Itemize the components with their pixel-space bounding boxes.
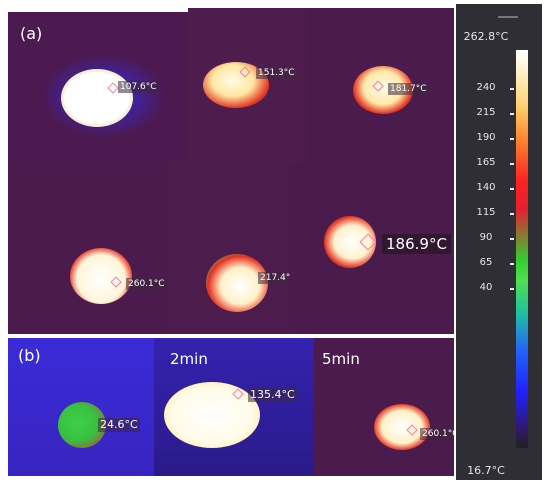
scale-tick-mark [510,88,514,90]
scale-tick-label: 140 [476,182,496,193]
thermal-image-a5: 217.4° [168,162,290,334]
temperature-reading: 181.7°C [388,83,429,95]
thermal-image-a2: 151.3°C [188,8,306,162]
thermal-image-a4: 260.1°C [8,162,168,334]
scale-tick-mark [510,238,514,240]
scale-tick-label: 240 [476,82,496,93]
temperature-reading: 151.3°C [256,67,297,79]
heated-sample [324,216,376,268]
scale-tick-mark [510,163,514,165]
scale-tick-mark [510,288,514,290]
scale-tick-label: 65 [479,257,493,268]
heated-sample [64,72,130,124]
scale-tick-mark [510,263,514,265]
panel-label-b: (b) [18,346,41,365]
scale-tick-mark [510,113,514,115]
thermal-image-b2: 2min 135.4°C [154,338,314,476]
time-label-2min: 2min [170,350,208,368]
scale-tick-mark [510,138,514,140]
scale-tick-mark [510,213,514,215]
thermal-image-a6: 186.9°C [290,162,454,334]
thermal-image-a3: 181.7°C [306,8,454,162]
thermal-image-b3: 5min 260.1°C [314,338,454,476]
scale-tick-mark [510,188,514,190]
thermal-image-a1: (a) 107.6°C [8,12,188,162]
temperature-reading: 186.9°C [382,234,451,254]
scale-min-label: 16.7°C [467,464,505,477]
color-scale: 262.8°C 240 215 190 165 140 115 90 65 40 16.7°C [456,4,542,480]
temperature-reading: 217.4° [258,272,290,284]
scale-tick-label: 115 [476,207,496,218]
scale-tick-label: 190 [476,132,496,143]
scale-tick-label: 165 [476,157,496,168]
color-gradient-bar [516,50,528,448]
scale-max-label: 262.8°C [463,30,509,43]
heated-sample [206,254,268,312]
time-label-5min: 5min [322,350,360,368]
heated-sample [374,404,430,450]
scale-tick-label: 90 [479,232,493,243]
scale-tick-label: 215 [476,107,496,118]
scale-tick-label: 40 [479,282,493,293]
thermal-image-b1: (b) 24.6°C [8,338,154,476]
panel-label-a: (a) [20,24,43,43]
temperature-reading: 135.4°C [248,388,297,402]
heated-sample [164,382,260,448]
temperature-reading: 24.6°C [98,418,140,432]
heated-sample [70,248,132,304]
temperature-reading: 107.6°C [118,81,159,93]
temperature-reading: 260.1°C [420,428,454,440]
temperature-reading: 260.1°C [126,278,167,290]
